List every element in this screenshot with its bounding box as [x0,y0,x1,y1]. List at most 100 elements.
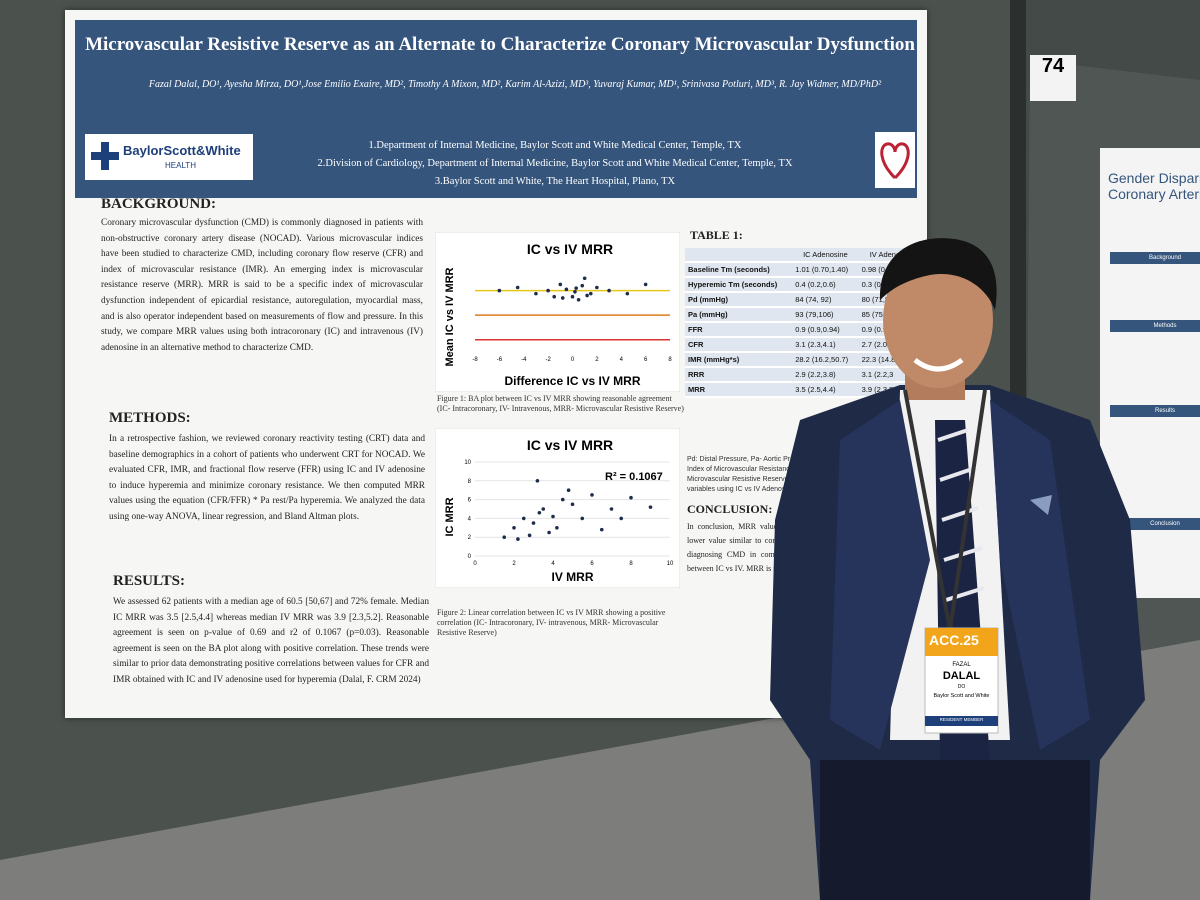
table-cell: 1.01 (0.70,1.40) [792,262,859,278]
data-point [570,294,575,299]
data-point [580,283,585,288]
x-tick-label: 2 [595,357,599,363]
board-number: 74 [1041,55,1065,77]
figure-frame [435,232,680,392]
x-tick-label: 6 [644,357,648,363]
data-point [582,276,587,281]
section-text: Coronary microvascular dysfunction (CMD)… [101,218,423,353]
table-cell: Pd (mmHg) [685,292,793,308]
side-title-line: Coronary Arterie [1108,186,1200,202]
table-cell: RRR [685,367,793,383]
data-point [599,527,604,532]
table-cell: Pa (mmHg) [685,307,793,323]
poster-title: Microvascular Resistive Reserve as an Al… [85,34,915,55]
poster-authors: Fazal Dalal, DO¹, Ayesha Mirza, DO¹,Jose… [148,79,882,90]
data-point [560,296,565,300]
section-heading: BACKGROUND: [101,196,216,212]
data-point [541,507,546,511]
section-heading: METHODS: [109,410,191,426]
table-cell: Hyperemic Tm (seconds) [685,277,793,293]
badge-degree: DO [957,684,966,690]
affiliation: 1.Department of Internal Medicine, Baylo… [368,140,742,151]
data-point [512,526,516,530]
data-point [547,530,551,535]
data-point [643,282,648,287]
heart-logo [875,132,915,188]
x-tick-label: 8 [629,561,633,567]
y-tick-label: 8 [468,479,472,485]
side-section: Methods [1110,320,1200,332]
table-cell: 84 (74, 92) [792,292,859,308]
data-point [527,533,532,538]
badge-institution: Baylor Scott and White [933,693,990,699]
figure-caption: Figure 1: BA plot between IC vs IV MRR s… [437,394,684,413]
logo: BaylorScott&White HEALTH [85,134,253,180]
table-cell: FFR [685,322,793,338]
figure-title: IC vs IV MRR [527,241,613,257]
y-tick-label: 0 [468,554,472,560]
table-cell: 3.5 (2.5,4.4) [792,382,859,398]
data-point [595,285,599,290]
table-cell: 28.2 (16.2,50.7) [792,352,859,368]
x-tick-label: 10 [667,561,674,567]
table-cell: CFR [685,337,793,353]
x-tick-label: 8 [668,357,672,363]
table-cell: 2.9 (2.2,3.8) [792,367,859,383]
x-tick-label: -2 [545,357,551,363]
y-axis-label: Mean IC vs IV MRR [444,267,456,366]
section-text: In a retrospective fashion, we reviewed … [109,434,425,522]
data-point [521,516,526,521]
table-cell: 3.1 (2.3,4.1) [792,337,859,353]
data-point [516,537,520,541]
data-point [537,510,542,515]
data-point [546,288,550,293]
x-tick-label: 2 [512,561,516,567]
poster: Microvascular Resistive Reserve as an Al… [65,10,927,718]
data-point [573,290,577,294]
data-point [585,293,589,298]
badge-first-name: FAZAL [952,662,971,668]
side-title: Gender Disparit Coronary Arterie [1108,170,1200,202]
table-cell: IC Adenosine [792,248,859,263]
annotation: R² = 0.1067 [605,471,663,483]
data-point [558,282,563,287]
badge-last-name: DALAL [942,670,981,682]
data-point [552,294,557,299]
side-section: Conclusion [1110,518,1200,530]
data-point [497,288,502,293]
data-point [515,285,520,290]
data-point [619,516,624,521]
affiliation: 3.Baylor Scott and White, The Heart Hosp… [434,176,676,187]
y-tick-label: 4 [468,516,472,522]
table-row: RRR 2.9 (2.2,3.8) 3.1 (2.2,3 [685,367,925,383]
table-title: TABLE 1: [690,228,743,242]
data-point [560,497,565,502]
figure-frame [435,428,680,588]
table-cell [685,248,793,263]
x-axis-label: Difference IC vs IV MRR [504,374,640,388]
badge-member: RESIDENT MEMBER [939,717,984,722]
logo-name: BaylorScott&White [123,143,241,158]
section-heading: CONCLUSION: [687,502,773,516]
data-point [629,495,633,500]
data-point [607,288,611,293]
data-point [535,479,540,483]
figure-title: IC vs IV MRR [527,437,613,453]
x-tick-label: 4 [551,561,555,567]
logo-sub: HEALTH [165,161,196,170]
x-tick-label: -8 [472,357,478,363]
x-axis-label: IV MRR [552,570,594,584]
section-heading: RESULTS: [113,573,185,589]
y-axis-label: IC MRR [444,497,456,536]
figure-1: IC vs IV MRR Mean IC vs IV MRR Difference … [435,232,680,392]
table-cell: 0.9 (0.9,0.94) [792,322,859,338]
y-tick-label: 10 [464,460,471,466]
x-tick-label: 4 [620,357,624,363]
table-cell: 0.4 (0.2,0.6) [792,277,859,293]
data-point [570,502,575,507]
data-point [648,505,653,509]
badge-event: ACC.25 [929,632,979,648]
data-point [555,526,559,530]
table-row: IMR (mmHg*s) 28.2 (16.2,50.7) 22.3 (14.8,3… [685,352,925,368]
